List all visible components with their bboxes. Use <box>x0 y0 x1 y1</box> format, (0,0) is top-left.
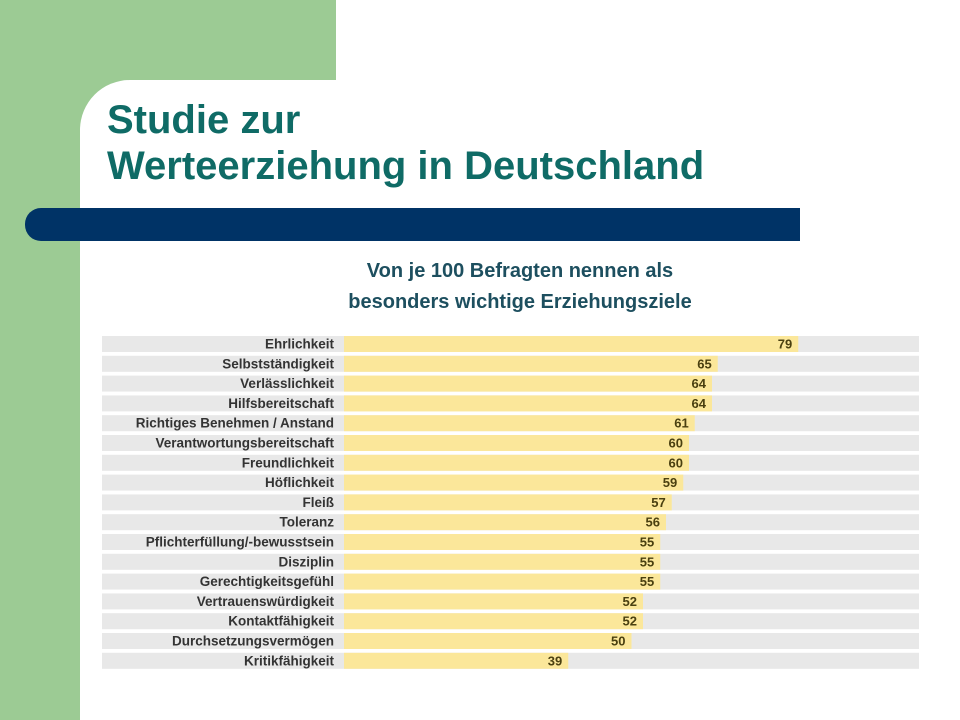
value-label: 55 <box>640 535 654 550</box>
bar <box>344 435 689 451</box>
value-label: 59 <box>663 475 677 490</box>
category-label: Toleranz <box>279 515 334 530</box>
bar <box>344 375 712 392</box>
chart-row: Freundlichkeit 60 <box>102 454 919 471</box>
bar <box>344 395 712 412</box>
top-white-panel <box>336 0 960 80</box>
chart-row: Richtiges Benehmen / Anstand 61 <box>102 415 919 432</box>
category-label: Fleiß <box>302 495 334 510</box>
category-label: Hilfsbereitschaft <box>228 396 334 411</box>
chart-row: Verlässlichkeit 64 <box>102 375 919 392</box>
subtitle-line-2: besonders wichtige Erziehungsziele <box>348 291 692 313</box>
chart-row: Disziplin 55 <box>102 553 919 570</box>
category-label: Verlässlichkeit <box>240 376 334 391</box>
value-label: 60 <box>669 436 683 451</box>
title-divider-bar <box>25 208 800 241</box>
bar <box>344 652 569 669</box>
chart-row: Hilfsbereitschaft 64 <box>102 395 919 412</box>
chart-row: Durchsetzungsvermögen 50 <box>102 633 919 649</box>
chart-row: Kritikfähigkeit 39 <box>102 652 919 669</box>
chart-row: Pflichterfüllung/-bewusstsein 55 <box>102 534 919 550</box>
bar <box>344 573 661 590</box>
value-label: 65 <box>697 356 711 371</box>
category-label: Selbstständigkeit <box>222 356 334 371</box>
value-label: 39 <box>548 653 562 668</box>
category-label: Kontaktfähigkeit <box>228 614 334 629</box>
category-label: Freundlichkeit <box>242 455 335 470</box>
bar <box>344 613 643 630</box>
category-label: Richtiges Benehmen / Anstand <box>136 416 334 431</box>
bar <box>344 534 661 550</box>
chart-row: Verantwortungsbereitschaft 60 <box>102 435 919 451</box>
category-label: Pflichterfüllung/-bewusstsein <box>146 535 334 550</box>
bar <box>344 494 672 511</box>
value-label: 55 <box>640 574 654 589</box>
chart-row: Höflichkeit 59 <box>102 474 919 491</box>
value-label: 64 <box>692 376 707 391</box>
bar <box>344 355 718 372</box>
category-label: Disziplin <box>278 554 334 569</box>
slide-title: Studie zur Werteerziehung in Deutschland <box>107 97 704 189</box>
chart-row: Fleiß 57 <box>102 494 919 511</box>
value-label: 61 <box>674 416 688 431</box>
bar <box>344 514 666 531</box>
category-label: Kritikfähigkeit <box>244 653 335 668</box>
chart-row: Ehrlichkeit 79 <box>102 336 919 352</box>
sidebar-green-strip <box>0 0 80 720</box>
bar <box>344 415 695 432</box>
value-label: 56 <box>646 515 660 530</box>
value-label: 57 <box>651 495 665 510</box>
value-label: 79 <box>778 337 792 352</box>
value-label: 52 <box>623 614 637 629</box>
chart-row: Toleranz 56 <box>102 514 919 531</box>
value-label: 64 <box>692 396 707 411</box>
category-label: Höflichkeit <box>265 475 335 490</box>
subtitle-line-1: Von je 100 Befragten nennen als <box>366 260 674 282</box>
chart-row: Gerechtigkeitsgefühl 55 <box>102 573 919 590</box>
bar <box>344 593 643 610</box>
bar <box>344 474 684 491</box>
bar <box>344 454 689 471</box>
bar <box>344 633 632 649</box>
category-label: Verantwortungsbereitschaft <box>155 436 334 451</box>
value-label: 52 <box>623 594 637 609</box>
category-label: Durchsetzungsvermögen <box>172 634 334 649</box>
category-label: Ehrlichkeit <box>265 337 335 352</box>
value-label: 50 <box>611 634 625 649</box>
chart-subtitle: Von je 100 Befragten nennen als besonder… <box>80 256 960 318</box>
title-line-1: Studie zur <box>107 98 301 142</box>
chart-row: Kontaktfähigkeit 52 <box>102 613 919 630</box>
category-label: Vertrauenswürdigkeit <box>197 594 335 609</box>
title-line-2: Werteerziehung in Deutschland <box>107 144 705 188</box>
chart-row: Vertrauenswürdigkeit 52 <box>102 593 919 610</box>
value-label: 55 <box>640 554 654 569</box>
bar <box>344 336 799 352</box>
chart-row: Selbstständigkeit 65 <box>102 355 919 372</box>
category-label: Gerechtigkeitsgefühl <box>200 574 334 589</box>
value-label: 60 <box>669 455 683 470</box>
bar <box>344 553 661 570</box>
